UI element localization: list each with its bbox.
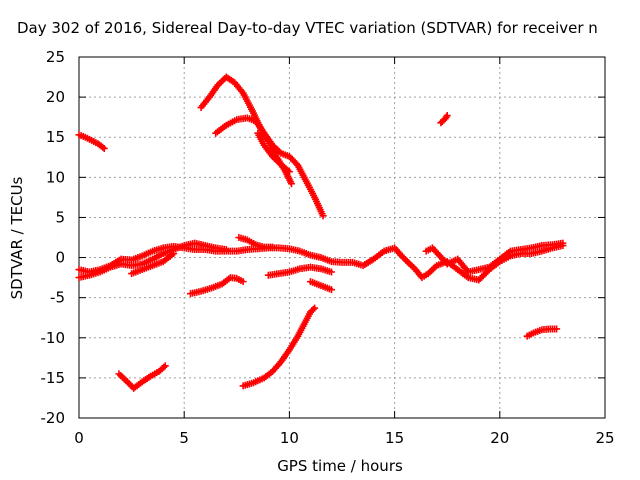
data-point [309,305,317,313]
x-tick-label: 20 [490,429,509,447]
y-axis-label: SDTVAR / TECUs [8,176,26,299]
x-axis-label: GPS time / hours [277,457,403,475]
grid [79,57,605,418]
x-tick-label: 25 [595,429,614,447]
x-tick-label: 5 [179,429,189,447]
data-point [170,250,178,258]
data-point [222,246,230,254]
data-point [559,239,567,247]
series-mid-band-2 [75,239,230,282]
series-arc-high-b [212,114,327,220]
data-point [269,243,277,251]
data-point [288,180,296,188]
x-tick-label: 10 [280,429,299,447]
y-tick-label: -10 [41,329,66,347]
series-arc-high-a [197,73,296,188]
series-late-band-2 [422,239,567,276]
y-tick-label: 15 [46,128,65,146]
chart-title: Day 302 of 2016, Sidereal Day-to-day VTE… [17,19,598,37]
series-band-11-12 [306,278,335,294]
ticks: -20 -15 -10 -5 0 5 10 15 20 25 0 5 10 15 20 25 [41,48,615,447]
series-isolated-17 [437,112,451,127]
series-arc-high-c [254,129,293,176]
y-tick-label: 5 [55,208,65,226]
y-tick-label: 0 [55,249,65,267]
series-late-neg [523,325,561,340]
y-tick-label: 25 [46,48,65,66]
y-tick-label: -20 [41,409,66,427]
series-rise-7-9 [235,234,277,251]
series-low-band [264,263,335,279]
data-point [285,168,293,176]
data-point [553,325,561,333]
data-point [327,286,335,294]
y-tick-label: -15 [41,369,66,387]
data-point [311,304,319,312]
y-tick-label: 20 [46,88,65,106]
data-point [100,144,108,152]
data-point [443,112,451,120]
series-mid-band-3 [128,250,178,278]
data-point [327,268,335,276]
y-tick-label: 10 [46,168,65,186]
y-tick-label: -5 [50,289,65,307]
series-neg-rise [239,304,319,390]
plot-frame [78,56,606,419]
series-upper-left [75,131,108,152]
series-neg-arc-a [187,274,247,298]
x-tick-label: 15 [385,429,404,447]
data-point [161,362,169,370]
x-tick-label: 0 [74,429,84,447]
series-neg-arc-b [115,362,169,392]
series-layer [75,73,567,392]
data-point [319,212,327,220]
data-point [239,278,247,286]
